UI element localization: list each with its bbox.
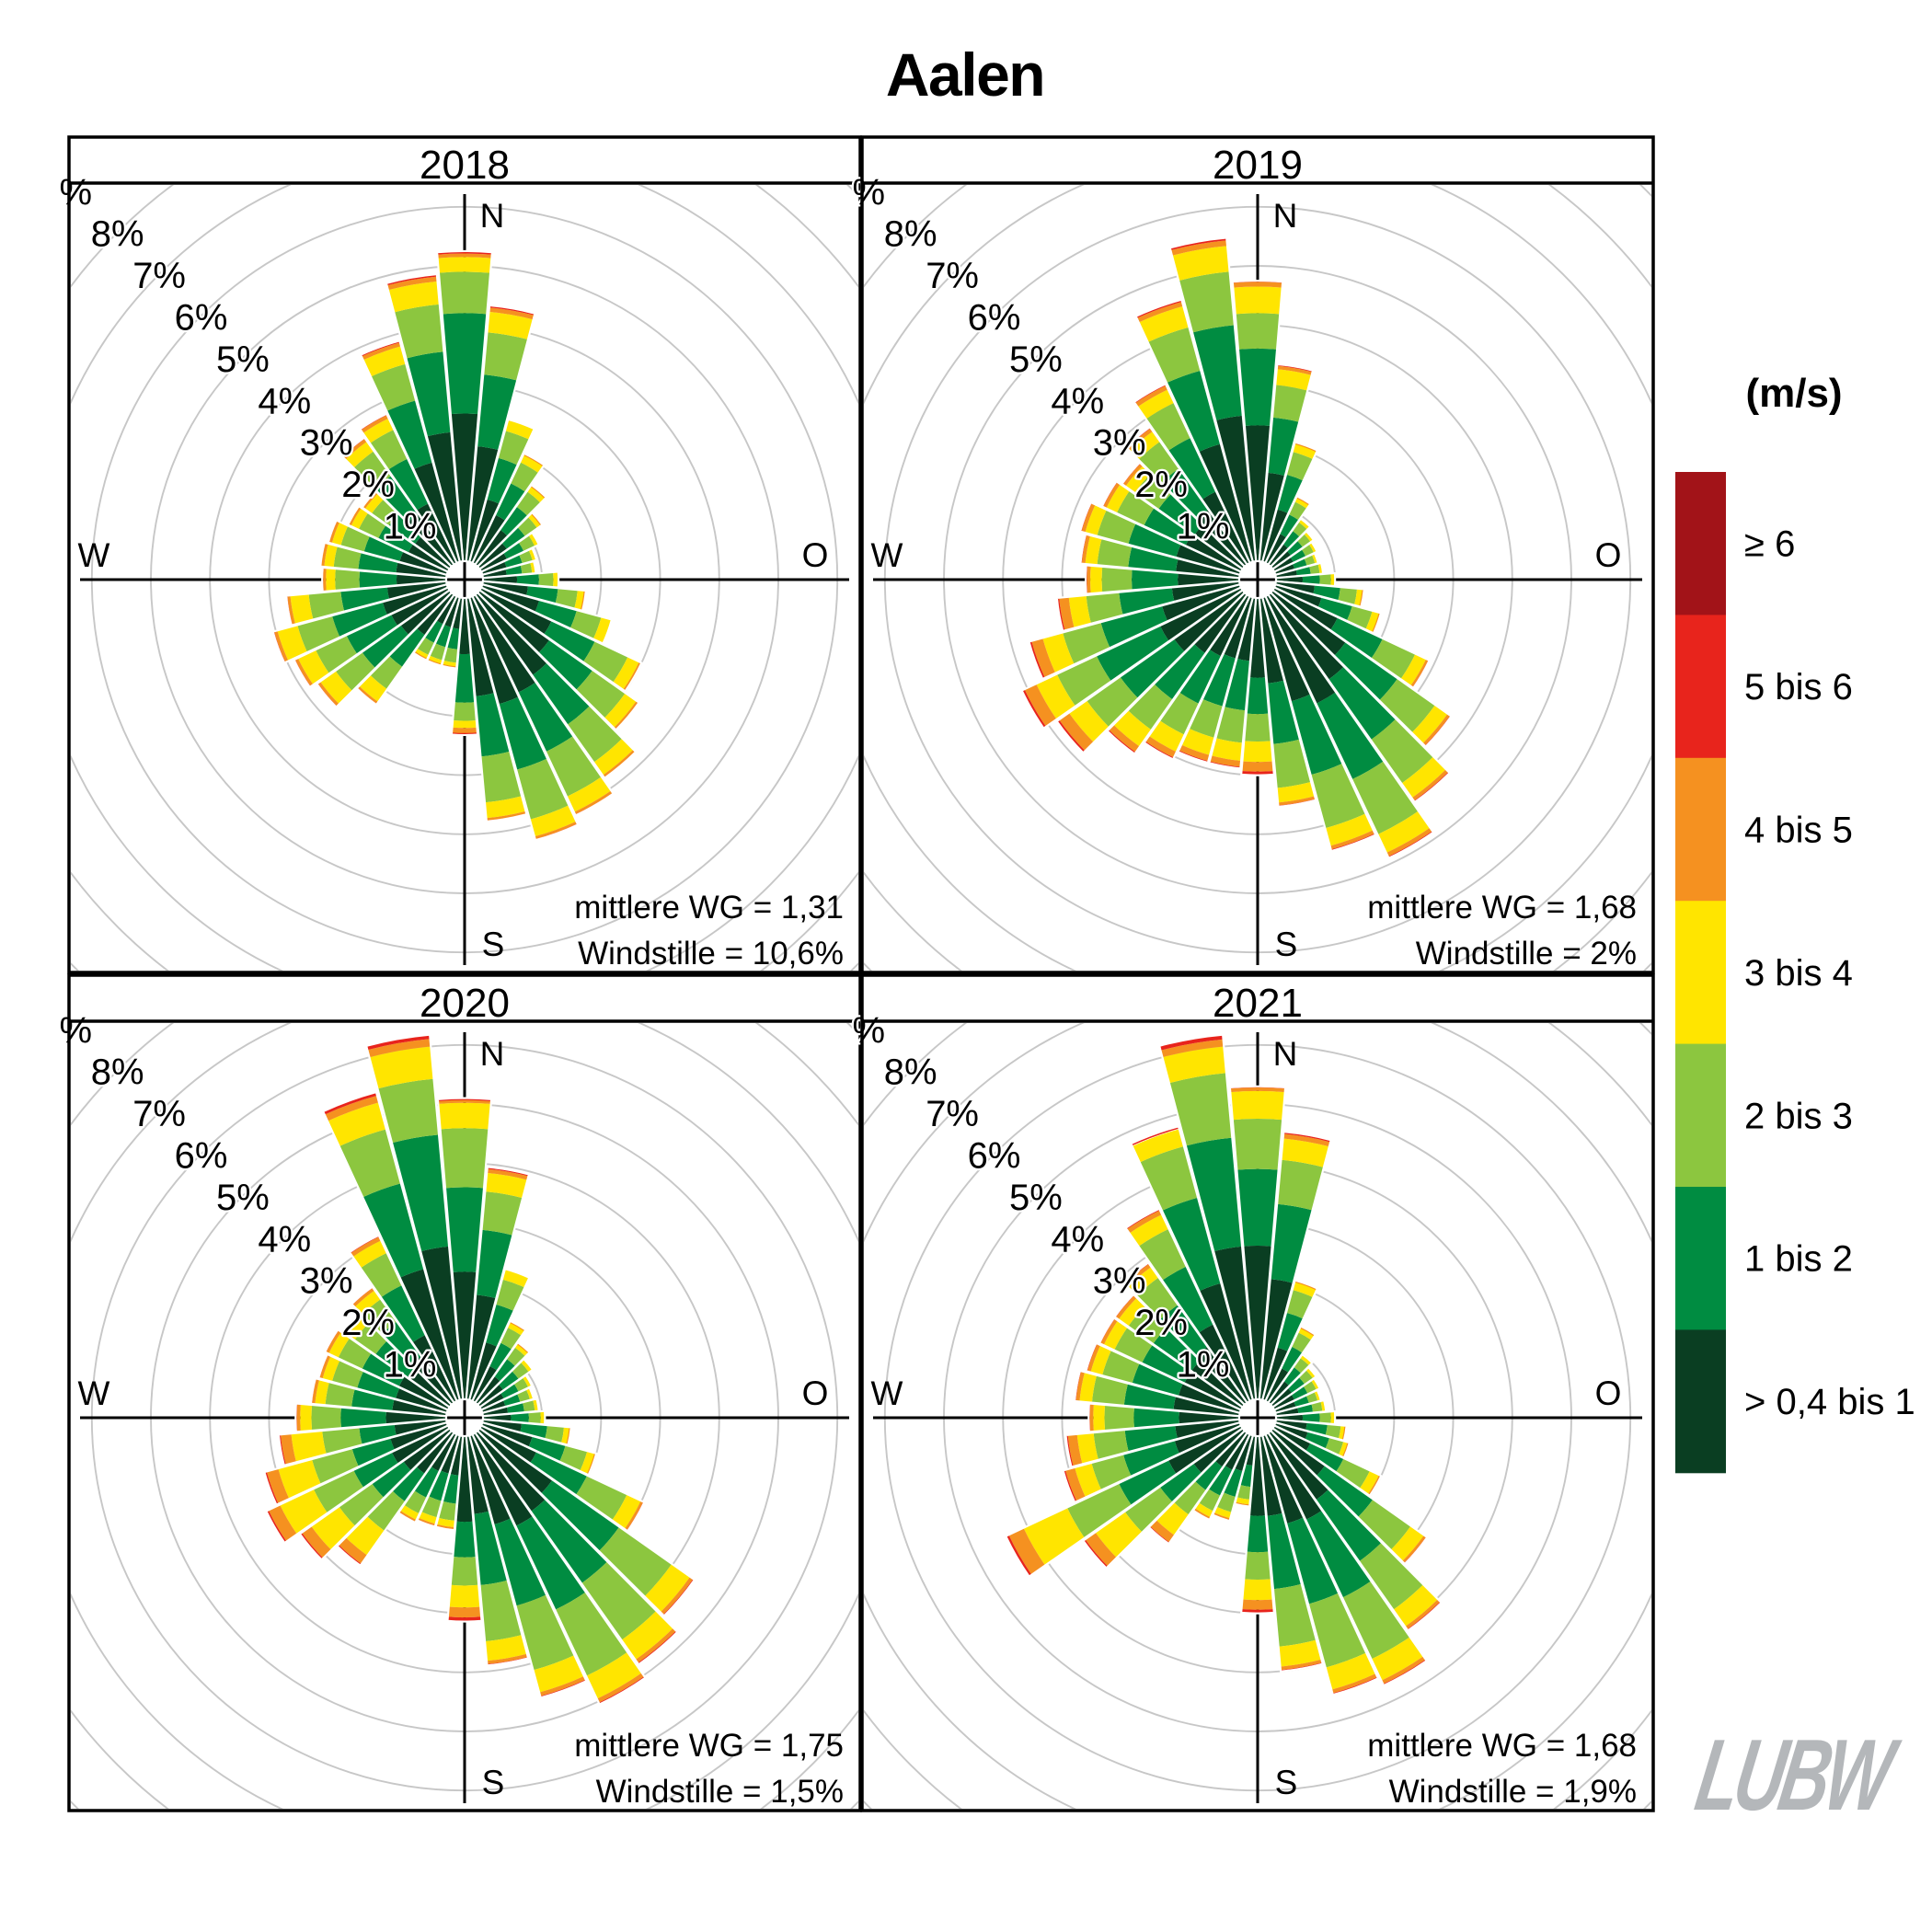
svg-text:4%: 4%	[1051, 381, 1104, 421]
svg-text:%: %	[60, 1010, 93, 1051]
svg-text:O: O	[802, 1374, 829, 1412]
svg-text:8%: 8%	[91, 214, 144, 255]
svg-text:mittlere WG = 1,68: mittlere WG = 1,68	[1367, 1728, 1637, 1764]
svg-text:Windstille = 1,5%: Windstille = 1,5%	[596, 1774, 844, 1810]
svg-text:W: W	[871, 536, 903, 574]
svg-text:5%: 5%	[216, 1178, 270, 1218]
svg-text:mittlere WG = 1,31: mittlere WG = 1,31	[574, 890, 844, 926]
svg-text:6%: 6%	[968, 1136, 1021, 1177]
svg-text:8%: 8%	[884, 1052, 937, 1093]
svg-text:W: W	[78, 1374, 110, 1412]
svg-text:2%: 2%	[341, 1303, 395, 1343]
svg-text:%: %	[60, 172, 93, 213]
svg-text:S: S	[1275, 926, 1298, 963]
svg-text:O: O	[802, 536, 829, 574]
svg-text:W: W	[871, 1374, 903, 1412]
svg-text:6%: 6%	[175, 1136, 228, 1177]
svg-text:%: %	[853, 1010, 886, 1051]
svg-text:N: N	[1273, 1035, 1298, 1073]
svg-text:1%: 1%	[1177, 1345, 1230, 1386]
svg-text:W: W	[78, 536, 110, 574]
svg-text:N: N	[480, 197, 505, 235]
svg-text:2021: 2021	[1213, 981, 1303, 1026]
svg-text:5 bis 6: 5 bis 6	[1744, 667, 1853, 707]
svg-text:8%: 8%	[884, 214, 937, 255]
svg-text:2%: 2%	[1134, 465, 1188, 505]
svg-text:2%: 2%	[1134, 1303, 1188, 1343]
svg-text:1%: 1%	[384, 1345, 437, 1386]
svg-text:LUBW: LUBW	[1689, 1719, 1907, 1833]
svg-text:≥ 6: ≥ 6	[1744, 524, 1795, 565]
svg-text:1%: 1%	[1177, 507, 1230, 547]
svg-text:4%: 4%	[258, 1219, 311, 1259]
svg-text:2%: 2%	[341, 465, 395, 505]
svg-text:1%: 1%	[384, 507, 437, 547]
svg-text:6%: 6%	[175, 298, 228, 339]
svg-text:1 bis 2: 1 bis 2	[1744, 1239, 1853, 1280]
svg-text:3%: 3%	[1093, 1261, 1146, 1302]
svg-text:Aalen: Aalen	[886, 40, 1044, 109]
svg-text:O: O	[1595, 1374, 1622, 1412]
svg-text:O: O	[1595, 536, 1622, 574]
svg-text:mittlere WG = 1,75: mittlere WG = 1,75	[574, 1728, 844, 1764]
svg-text:7%: 7%	[926, 256, 979, 296]
svg-text:S: S	[1275, 1764, 1298, 1801]
svg-text:%: %	[853, 172, 886, 213]
svg-text:Windstille = 10,6%: Windstille = 10,6%	[578, 936, 844, 972]
svg-text:3%: 3%	[300, 1261, 353, 1302]
svg-text:2019: 2019	[1213, 143, 1303, 188]
svg-text:5%: 5%	[1009, 1178, 1063, 1218]
svg-text:3 bis 4: 3 bis 4	[1744, 953, 1853, 994]
svg-text:2018: 2018	[420, 143, 510, 188]
svg-text:5%: 5%	[216, 339, 270, 380]
svg-text:4%: 4%	[1051, 1219, 1104, 1259]
svg-text:8%: 8%	[91, 1052, 144, 1093]
svg-text:7%: 7%	[132, 1094, 186, 1134]
svg-text:(m/s): (m/s)	[1745, 371, 1842, 416]
svg-text:N: N	[1273, 197, 1298, 235]
svg-text:mittlere WG = 1,68: mittlere WG = 1,68	[1367, 890, 1637, 926]
svg-text:2 bis 3: 2 bis 3	[1744, 1096, 1853, 1136]
svg-text:Windstille = 1,9%: Windstille = 1,9%	[1389, 1774, 1637, 1810]
svg-text:2020: 2020	[420, 981, 510, 1026]
svg-text:4%: 4%	[258, 381, 311, 421]
svg-text:3%: 3%	[300, 423, 353, 464]
svg-text:N: N	[480, 1035, 505, 1073]
svg-text:S: S	[482, 926, 505, 963]
svg-text:7%: 7%	[132, 256, 186, 296]
svg-text:S: S	[482, 1764, 505, 1801]
svg-text:4 bis 5: 4 bis 5	[1744, 811, 1853, 851]
svg-text:6%: 6%	[968, 298, 1021, 339]
svg-text:Windstille = 2%: Windstille = 2%	[1416, 936, 1637, 972]
svg-text:7%: 7%	[926, 1094, 979, 1134]
svg-text:5%: 5%	[1009, 339, 1063, 380]
svg-text:> 0,4 bis 1: > 0,4 bis 1	[1744, 1382, 1915, 1422]
svg-text:3%: 3%	[1093, 423, 1146, 464]
